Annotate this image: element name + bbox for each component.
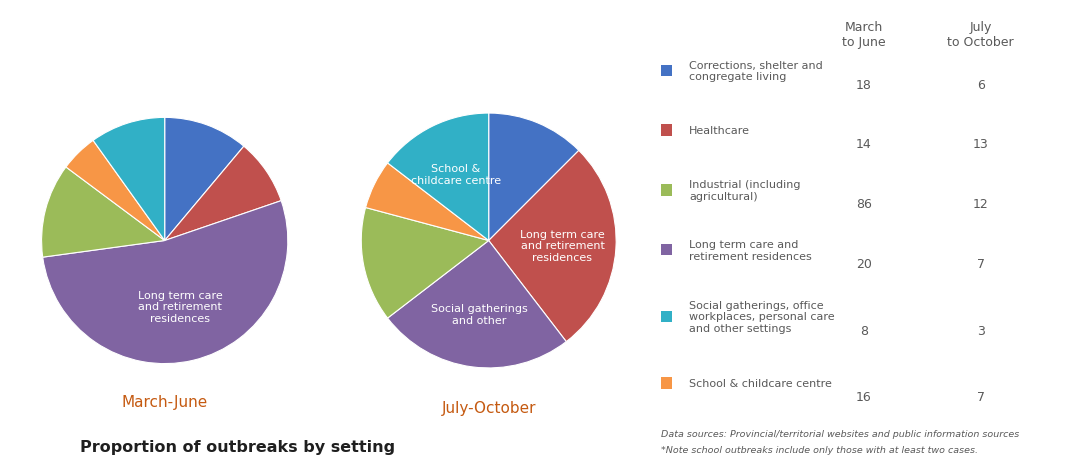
Bar [661, 244, 672, 256]
Text: 86: 86 [856, 198, 872, 211]
Text: Social gatherings
and other: Social gatherings and other [431, 303, 527, 325]
Text: Proportion of outbreaks by setting: Proportion of outbreaks by setting [80, 439, 395, 454]
Text: March-June: March-June [122, 395, 207, 409]
Text: Corrections, shelter and
congregate living: Corrections, shelter and congregate livi… [689, 61, 823, 82]
Wedge shape [93, 118, 164, 241]
Text: 3: 3 [976, 324, 985, 337]
Bar [661, 125, 672, 136]
Text: 7: 7 [976, 391, 985, 403]
Wedge shape [366, 163, 488, 241]
Text: Data sources: Provincial/territorial websites and public information sources: Data sources: Provincial/territorial web… [661, 429, 1020, 438]
Text: 7: 7 [976, 257, 985, 270]
Text: Long term care and
retirement residences: Long term care and retirement residences [689, 240, 812, 261]
Text: Long term care
and retirement
residences: Long term care and retirement residences [138, 290, 222, 323]
Wedge shape [362, 208, 488, 319]
Text: 18: 18 [856, 78, 872, 91]
Wedge shape [488, 151, 616, 342]
Text: March
to June: March to June [842, 21, 886, 49]
Text: *Note school outbreaks include only those with at least two cases.: *Note school outbreaks include only thos… [661, 445, 978, 454]
Text: 14: 14 [856, 138, 872, 151]
Text: Healthcare: Healthcare [689, 126, 750, 136]
Text: Industrial (including
agricultural): Industrial (including agricultural) [689, 180, 800, 201]
Wedge shape [43, 201, 287, 364]
Text: July-October: July-October [442, 400, 536, 415]
Bar [661, 185, 672, 196]
Wedge shape [388, 241, 566, 368]
Bar [661, 377, 672, 389]
Text: 12: 12 [973, 198, 988, 211]
Text: 8: 8 [860, 324, 868, 337]
Wedge shape [42, 168, 164, 257]
Text: 20: 20 [856, 257, 872, 270]
Wedge shape [164, 147, 281, 241]
Wedge shape [66, 141, 164, 241]
Wedge shape [164, 118, 244, 241]
Bar [661, 65, 672, 77]
Text: July
to October: July to October [947, 21, 1014, 49]
Text: Social gatherings, office
workplaces, personal care
and other settings: Social gatherings, office workplaces, pe… [689, 300, 835, 333]
Text: School &
childcare centre: School & childcare centre [411, 164, 501, 185]
Wedge shape [388, 114, 489, 241]
Text: 6: 6 [976, 78, 985, 91]
Text: 13: 13 [973, 138, 988, 151]
Text: 16: 16 [856, 391, 872, 403]
Text: School & childcare centre: School & childcare centre [689, 378, 832, 388]
Bar [661, 311, 672, 322]
Wedge shape [488, 114, 579, 241]
Text: Long term care
and retirement
residences: Long term care and retirement residences [521, 229, 605, 263]
